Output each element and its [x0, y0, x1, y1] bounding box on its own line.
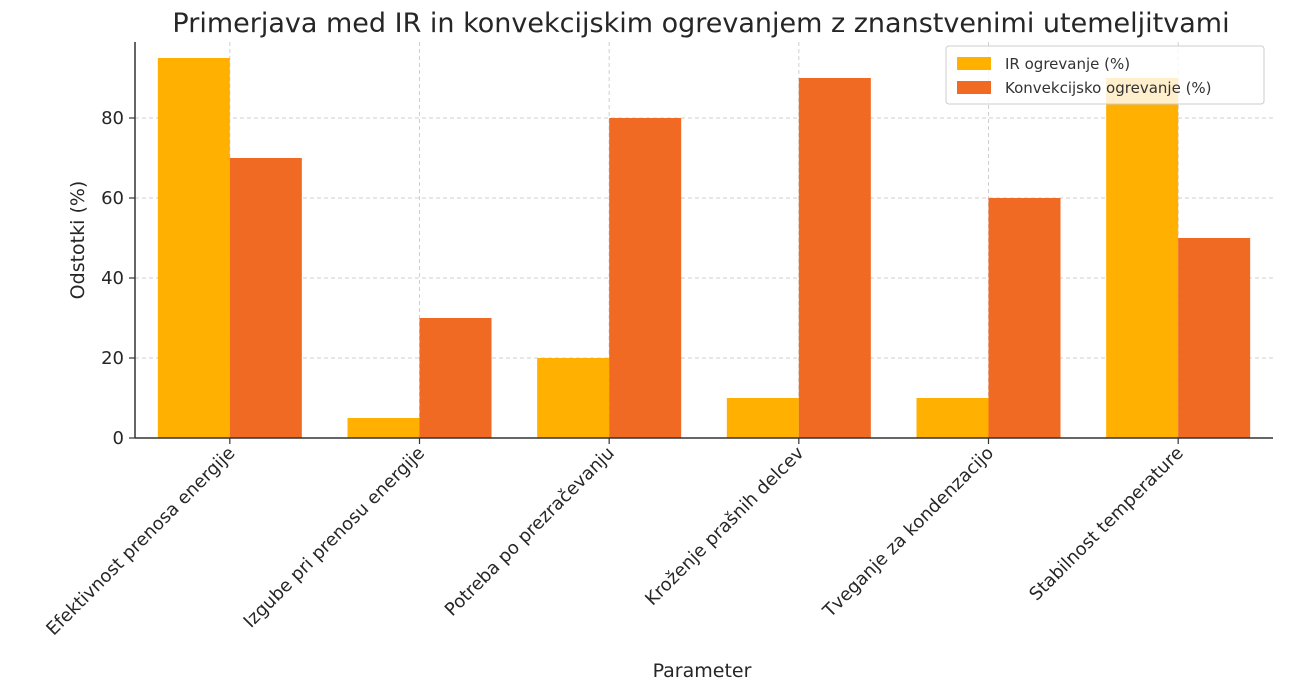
- bar-konvekcijsko: [609, 118, 682, 438]
- legend: IR ogrevanje (%) Konvekcijsko ogrevanje …: [945, 45, 1265, 105]
- legend-box: [945, 45, 1265, 105]
- y-tick-label: 0: [113, 428, 124, 449]
- x-tick-label: Potreba po prezračevanju: [441, 443, 619, 621]
- x-tick-label: Kroženje prašnih delcev: [641, 442, 808, 609]
- legend-swatch-konvekcijsko: [957, 81, 991, 94]
- bar-konvekcijsko: [419, 318, 492, 438]
- bar-ir: [157, 58, 230, 438]
- bar-ir: [726, 398, 799, 438]
- x-tick-label: Efektivnost prenosa energije: [42, 443, 239, 640]
- y-tick-label: 40: [101, 268, 124, 289]
- x-tick-label: Stabilnost temperature: [1025, 443, 1187, 605]
- y-axis-label: Odstotki (%): [67, 181, 89, 300]
- x-axis-label: Parameter: [653, 660, 752, 682]
- bar-ir: [916, 398, 989, 438]
- x-tick-label: Izgube pri prenosu energije: [240, 443, 429, 632]
- x-tick-label: Tveganje za kondenzacijo: [818, 443, 998, 623]
- legend-label-konvekcijsko: Konvekcijsko ogrevanje (%): [1005, 79, 1212, 97]
- bars: [157, 58, 1251, 438]
- chart-title: Primerjava med IR in konvekcijskim ogrev…: [172, 8, 1229, 39]
- axes: [134, 42, 1273, 439]
- bar-ir: [1106, 78, 1179, 438]
- bar-konvekcijsko: [229, 158, 302, 438]
- y-tick-label: 80: [101, 108, 124, 129]
- bar-ir: [347, 418, 420, 438]
- bar-konvekcijsko: [1178, 238, 1251, 438]
- y-ticks: 0 20 40 60 80: [101, 108, 135, 449]
- bar-konvekcijsko: [988, 198, 1061, 438]
- y-tick-label: 60: [101, 188, 124, 209]
- y-tick-label: 20: [101, 348, 124, 369]
- bar-konvekcijsko: [798, 78, 871, 438]
- bar-ir: [537, 358, 610, 438]
- legend-label-ir: IR ogrevanje (%): [1005, 55, 1130, 73]
- x-ticks: Efektivnost prenosa energije Izgube pri p…: [42, 438, 1188, 640]
- legend-swatch-ir: [957, 57, 991, 70]
